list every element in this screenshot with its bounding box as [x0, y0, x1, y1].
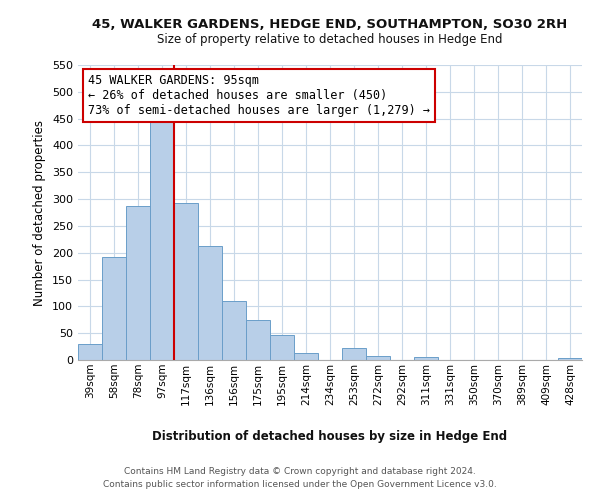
Bar [414, 358, 438, 360]
Bar [558, 358, 582, 360]
Bar [294, 353, 318, 360]
Bar [102, 257, 126, 360]
Bar [198, 246, 222, 360]
Bar [366, 356, 390, 360]
Text: Contains HM Land Registry data © Crown copyright and database right 2024.: Contains HM Land Registry data © Crown c… [124, 468, 476, 476]
Bar [126, 206, 150, 360]
Bar [342, 348, 366, 360]
Text: Contains public sector information licensed under the Open Government Licence v3: Contains public sector information licen… [103, 480, 497, 489]
Y-axis label: Number of detached properties: Number of detached properties [34, 120, 46, 306]
Bar [246, 320, 270, 360]
Bar [270, 336, 294, 360]
Bar [174, 204, 198, 360]
Text: 45, WALKER GARDENS, HEDGE END, SOUTHAMPTON, SO30 2RH: 45, WALKER GARDENS, HEDGE END, SOUTHAMPT… [92, 18, 568, 30]
Bar [222, 301, 246, 360]
Text: Size of property relative to detached houses in Hedge End: Size of property relative to detached ho… [157, 32, 503, 46]
Text: Distribution of detached houses by size in Hedge End: Distribution of detached houses by size … [152, 430, 508, 443]
Bar [150, 114, 174, 360]
Text: 45 WALKER GARDENS: 95sqm
← 26% of detached houses are smaller (450)
73% of semi-: 45 WALKER GARDENS: 95sqm ← 26% of detach… [88, 74, 430, 117]
Bar [78, 344, 102, 360]
